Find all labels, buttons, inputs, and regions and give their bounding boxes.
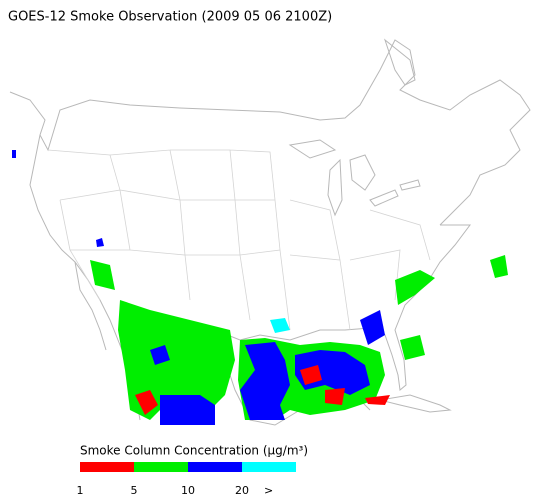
legend-label: 20 [235,484,249,497]
legend-label: 1 [77,484,84,497]
legend-swatch [242,462,296,472]
legend-label: 10 [181,484,195,497]
legend-label: > [264,484,273,497]
smoke-patches [12,150,508,425]
legend-swatch [188,462,242,472]
legend-label: 5 [131,484,138,497]
legend-title: Smoke Column Concentration (μg/m³) [80,444,308,458]
legend-swatch [134,462,188,472]
legend: 1 5 10 20 > [77,462,296,497]
legend-swatch [80,462,134,472]
map-title: GOES-12 Smoke Observation (2009 05 06 21… [8,10,332,25]
